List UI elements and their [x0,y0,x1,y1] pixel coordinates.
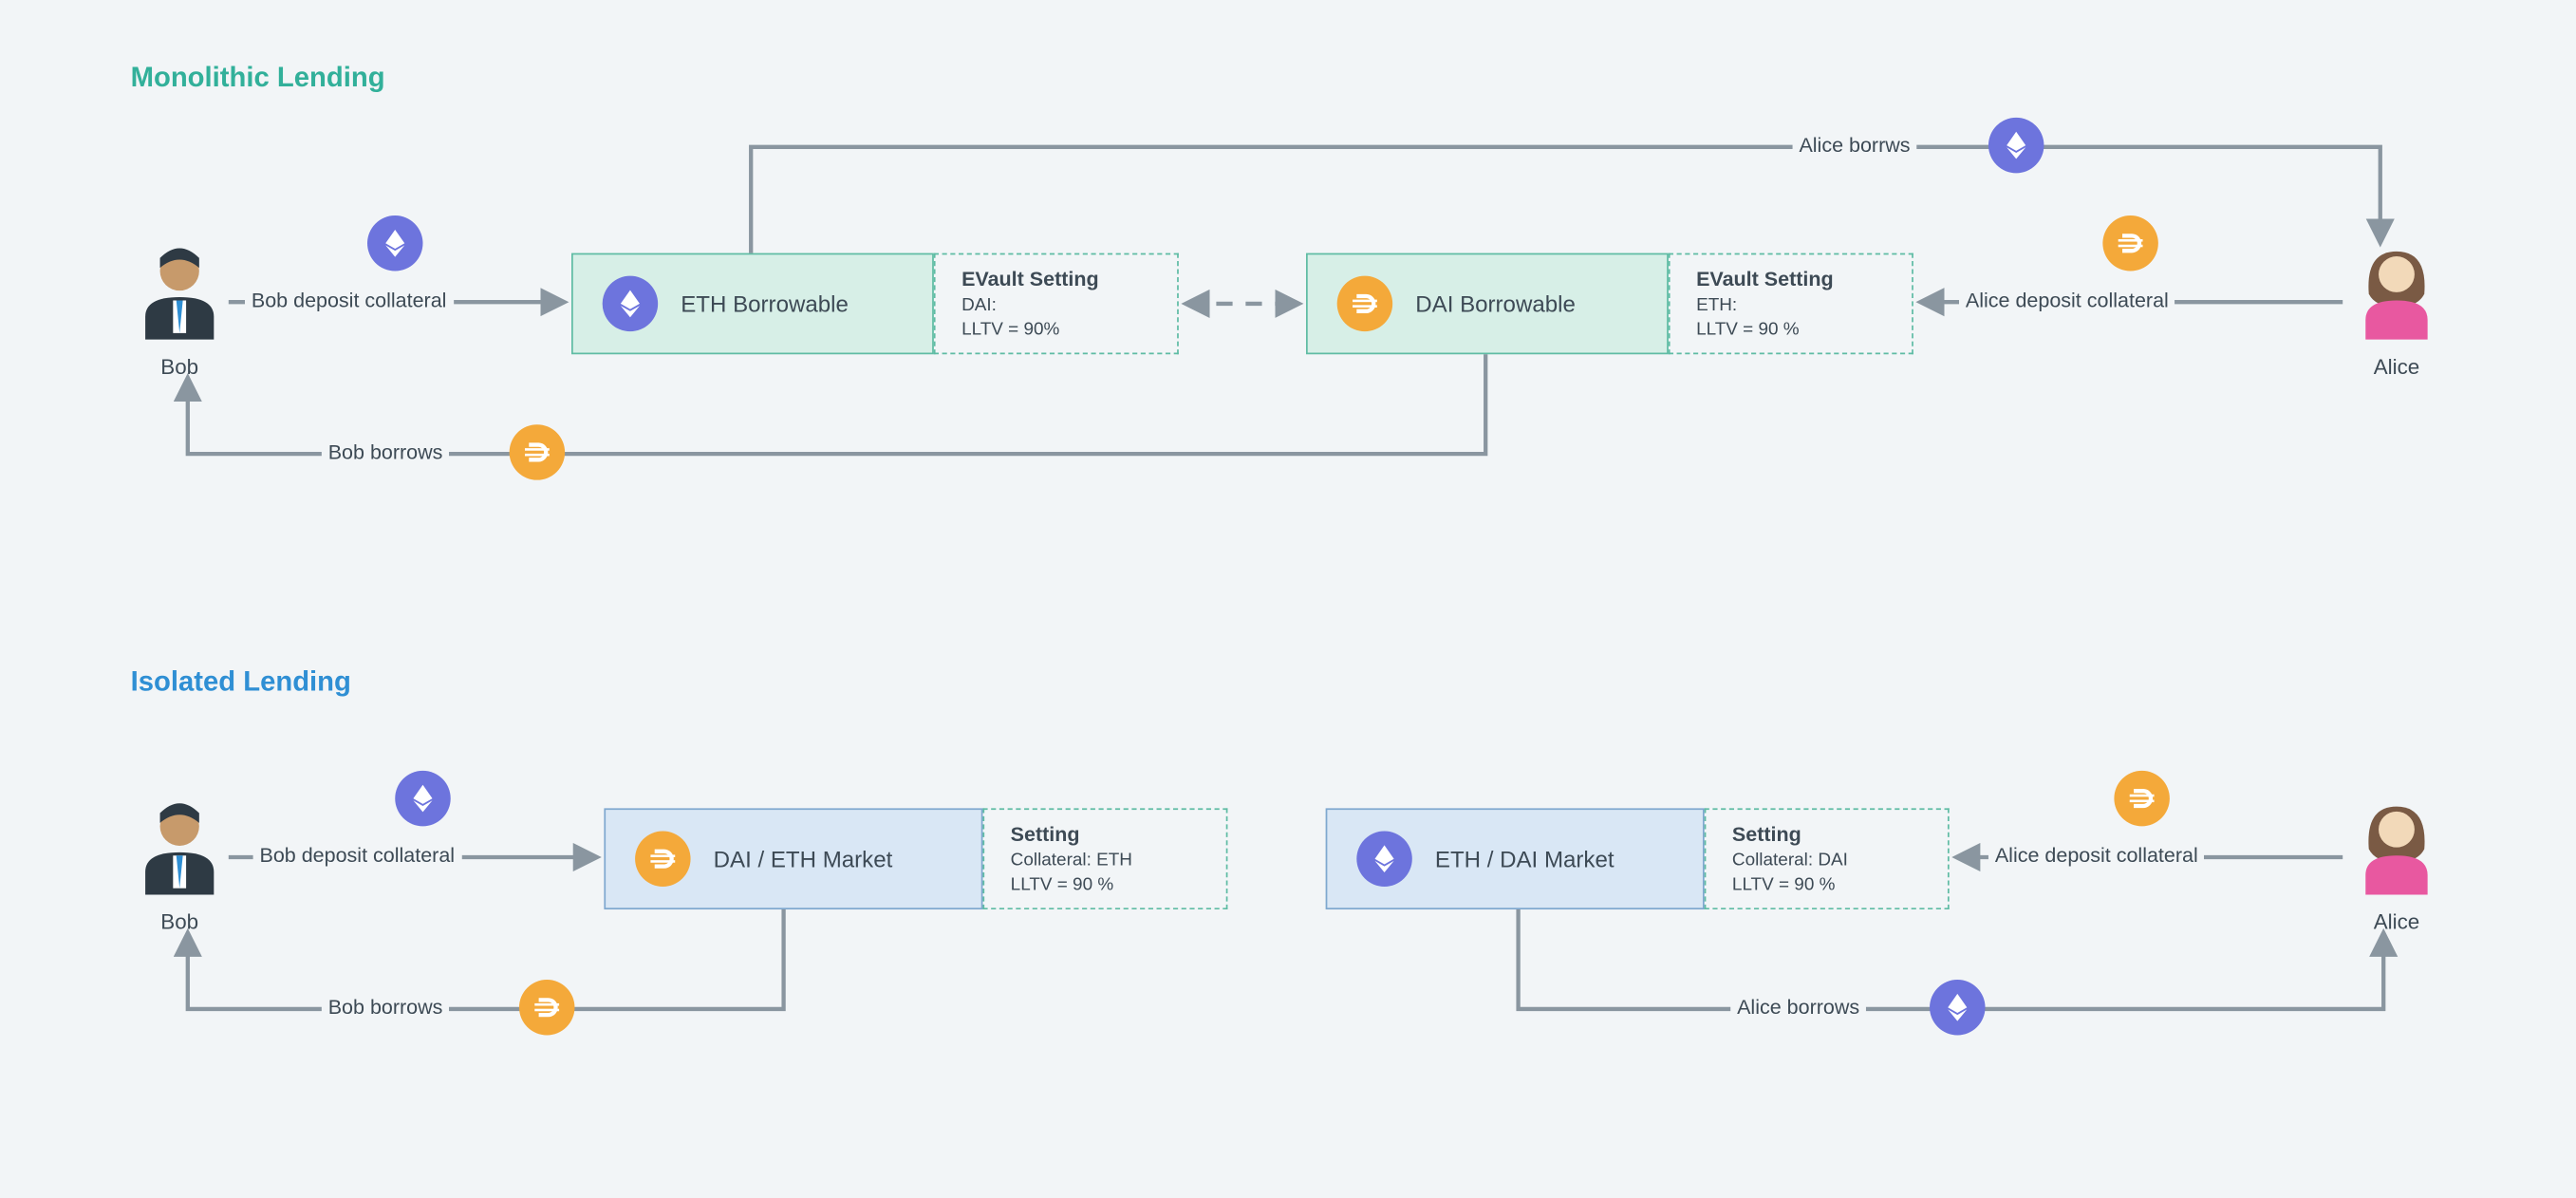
setting-line: LLTV = 90 % [1696,318,1886,343]
eth-icon [395,771,450,826]
edge-label-bob-deposit: Bob deposit collateral [253,844,461,867]
setting-line: DAI: [961,294,1151,319]
setting-line: LLTV = 90 % [1732,873,1922,898]
actor-bob: Bob [131,800,229,934]
edge-label-alice-deposit: Alice deposit collateral [1959,289,2175,311]
setting-title: Setting [1011,823,1201,846]
vault-dai-borrowable-label: DAI Borrowable [1415,290,1576,317]
setting-line: Collateral: ETH [1011,849,1201,873]
setting-line: LLTV = 90% [961,318,1151,343]
setting-line: ETH: [1696,294,1886,319]
edge-label-alice-deposit: Alice deposit collateral [1988,844,2205,867]
eth-icon [603,276,658,331]
dai-icon [2102,215,2157,271]
edge-label-bob-borrow: Bob borrows [322,440,449,463]
person-icon [136,245,224,340]
actor-alice: Alice [2347,245,2445,379]
eth-icon [1930,980,1985,1035]
vault-eth-borrowable-label: ETH Borrowable [681,290,849,317]
dai-icon [519,980,574,1035]
person-icon [136,800,224,895]
vault-dai-borrowable: DAI Borrowable [1306,253,1669,355]
edge-label-bob-deposit: Bob deposit collateral [245,289,453,311]
actor-alice-label: Alice [2347,909,2445,934]
eth-icon [1988,118,2044,173]
edge-label-alice-borrow: Alice borrws [1793,134,1917,157]
dai-icon [1337,276,1392,331]
setting-title: Setting [1732,823,1922,846]
person-icon [2353,245,2441,340]
actor-bob: Bob [131,245,229,379]
dai-icon [635,831,690,886]
market-eth-dai-setting: Setting Collateral: DAI LLTV = 90 % [1705,808,1950,909]
vault-eth-borrowable: ETH Borrowable [571,253,934,355]
market-eth-dai-label: ETH / DAI Market [1435,846,1615,872]
edge-label-alice-borrow: Alice borrows [1730,996,1866,1019]
dai-icon [510,424,565,479]
actor-bob-label: Bob [131,354,229,379]
vault-eth-setting: EVault Setting DAI: LLTV = 90% [934,253,1179,355]
market-dai-eth: DAI / ETH Market [604,808,982,909]
market-dai-eth-setting: Setting Collateral: ETH LLTV = 90 % [982,808,1227,909]
edge-label-bob-borrow: Bob borrows [322,996,449,1019]
person-icon [2353,800,2441,895]
setting-line: Collateral: DAI [1732,849,1922,873]
setting-line: LLTV = 90 % [1011,873,1201,898]
market-dai-eth-label: DAI / ETH Market [714,846,893,872]
market-eth-dai: ETH / DAI Market [1326,808,1705,909]
setting-title: EVault Setting [961,268,1151,290]
actor-alice: Alice [2347,800,2445,934]
vault-dai-setting: EVault Setting ETH: LLTV = 90 % [1669,253,1913,355]
section-title-isolated: Isolated Lending [131,666,351,699]
setting-title: EVault Setting [1696,268,1886,290]
actor-bob-label: Bob [131,909,229,934]
section-title-monolithic: Monolithic Lending [131,62,385,94]
eth-icon [367,215,422,271]
dai-icon [2114,771,2169,826]
eth-icon [1356,831,1411,886]
actor-alice-label: Alice [2347,354,2445,379]
